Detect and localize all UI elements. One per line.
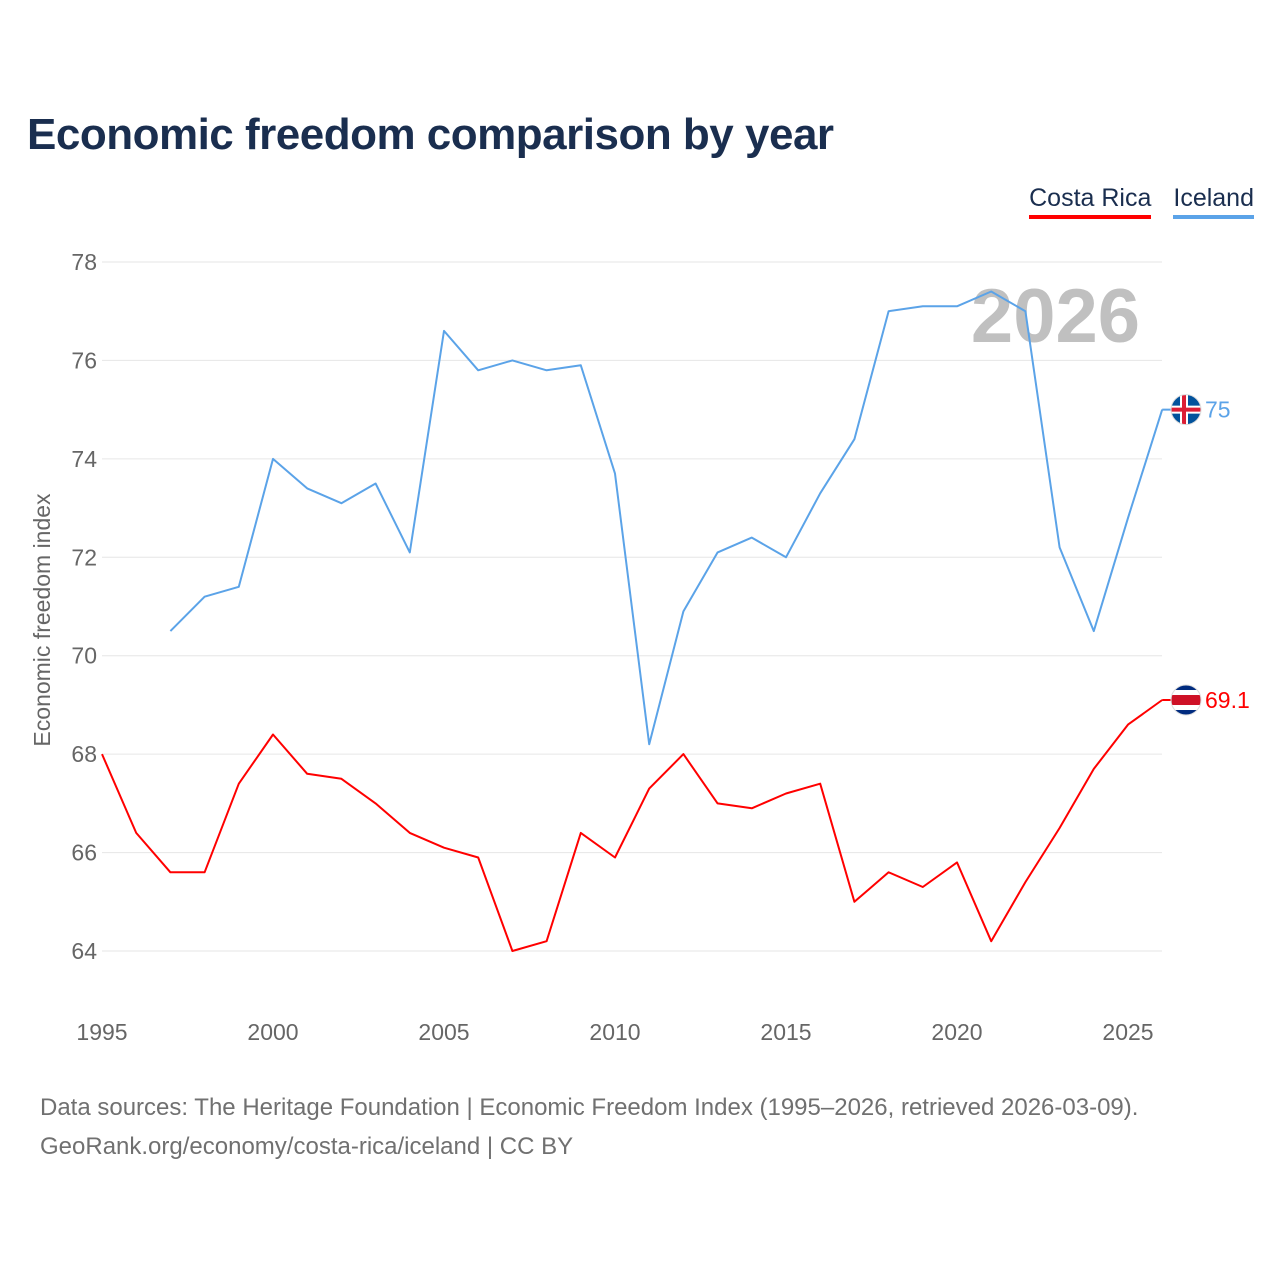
- y-tick-label: 74: [71, 446, 97, 472]
- y-axis-label: Economic freedom index: [29, 493, 55, 747]
- series-line-costa-rica: [101, 699, 1163, 952]
- y-tick-label: 66: [71, 840, 97, 866]
- y-tick-label: 68: [71, 741, 97, 767]
- source-text: Data sources: The Heritage Foundation | …: [40, 1094, 1139, 1121]
- x-tick-label: 2025: [1102, 1019, 1153, 1045]
- y-tick-label: 70: [71, 643, 97, 669]
- footer: Data sources: The Heritage Foundation | …: [40, 1088, 1138, 1166]
- x-tick-label: 1995: [76, 1019, 127, 1045]
- iceland-flag-icon: [1170, 394, 1202, 426]
- attribution-text: GeoRank.org/economy/costa-rica/iceland |…: [40, 1133, 574, 1160]
- x-tick-label: 2000: [247, 1019, 298, 1045]
- chart-title: Economic freedom comparison by year: [27, 110, 834, 159]
- x-tick-label: 2020: [931, 1019, 982, 1045]
- legend-costa-rica[interactable]: Costa Rica: [1029, 184, 1152, 219]
- x-tick-label: 2010: [589, 1019, 640, 1045]
- end-value-label: 75: [1205, 397, 1231, 423]
- end-value-label: 69.1: [1205, 687, 1250, 713]
- series-line-iceland: [169, 290, 1164, 746]
- legend: Costa Rica Iceland: [1029, 184, 1254, 219]
- legend-iceland[interactable]: Iceland: [1173, 184, 1254, 219]
- y-tick-label: 78: [71, 249, 97, 275]
- costa-rica-flag-icon: [1170, 684, 1202, 716]
- y-tick-label: 64: [71, 938, 97, 964]
- y-tick-label: 72: [71, 544, 97, 570]
- y-tick-label: 76: [71, 347, 97, 373]
- x-tick-label: 2005: [418, 1019, 469, 1045]
- year-watermark: 2026: [971, 274, 1140, 359]
- x-tick-label: 2015: [760, 1019, 811, 1045]
